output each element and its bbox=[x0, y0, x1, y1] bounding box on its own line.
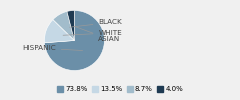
Wedge shape bbox=[53, 11, 74, 41]
Wedge shape bbox=[44, 20, 74, 43]
Legend: 73.8%, 13.5%, 8.7%, 4.0%: 73.8%, 13.5%, 8.7%, 4.0% bbox=[54, 83, 186, 95]
Text: ASIAN: ASIAN bbox=[75, 27, 121, 42]
Text: HISPANIC: HISPANIC bbox=[22, 45, 83, 51]
Wedge shape bbox=[44, 10, 104, 70]
Text: BLACK: BLACK bbox=[70, 20, 122, 27]
Text: WHITE: WHITE bbox=[63, 30, 122, 36]
Wedge shape bbox=[67, 10, 74, 40]
